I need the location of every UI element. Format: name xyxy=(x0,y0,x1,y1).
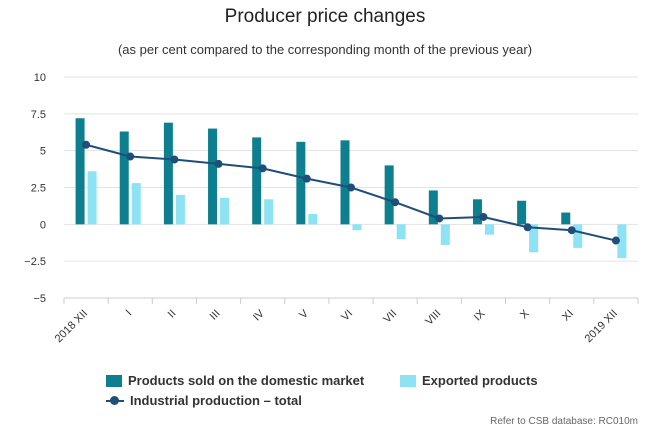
point-industrial xyxy=(391,198,399,206)
bar-domestic xyxy=(385,165,394,224)
x-tick-label: 2019 XII xyxy=(583,308,620,345)
y-tick-label: 10 xyxy=(34,72,46,84)
x-tick-label: XI xyxy=(560,308,576,324)
legend-label-exported: Exported products xyxy=(422,373,538,388)
legend-swatch-industrial xyxy=(106,395,124,407)
y-tick-label: 2.5 xyxy=(31,183,46,195)
bar-exported xyxy=(353,224,362,230)
point-industrial xyxy=(170,156,178,164)
y-tick-label: −5 xyxy=(33,293,46,305)
point-industrial xyxy=(524,223,532,231)
bar-domestic xyxy=(473,199,482,224)
y-tick-label: 0 xyxy=(40,219,46,231)
credits-text[interactable]: Refer to CSB database: RC010m xyxy=(490,416,638,427)
point-industrial xyxy=(435,214,443,222)
point-industrial xyxy=(82,141,90,149)
bar-domestic xyxy=(341,140,350,224)
bar-domestic xyxy=(296,142,305,225)
bar-exported xyxy=(441,224,450,245)
y-tick-label: −2.5 xyxy=(24,256,46,268)
point-industrial xyxy=(215,160,223,168)
legend-swatch-domestic xyxy=(106,375,122,387)
chart-plot: −5−2.502.557.5102018 XII I II III IV V VI VII VI… xyxy=(0,0,650,433)
point-industrial xyxy=(259,164,267,172)
bar-exported xyxy=(485,224,494,234)
bar-domestic xyxy=(517,201,526,225)
legend-swatch-exported xyxy=(400,375,416,387)
bar-exported xyxy=(88,171,97,224)
bar-exported xyxy=(176,195,185,224)
x-tick-label: IV xyxy=(251,307,267,323)
bar-exported xyxy=(308,214,317,224)
point-industrial xyxy=(479,213,487,221)
x-tick-label: VII xyxy=(381,308,399,326)
legend-item-exported[interactable]: Exported products xyxy=(400,373,538,388)
x-tick-label: V xyxy=(297,307,311,321)
x-tick-label: IX xyxy=(472,307,488,323)
bar-domestic xyxy=(561,213,570,225)
point-industrial xyxy=(568,226,576,234)
point-industrial xyxy=(347,184,355,192)
point-industrial xyxy=(303,175,311,183)
legend-label-industrial: Industrial production – total xyxy=(130,393,302,408)
bar-domestic xyxy=(252,137,261,224)
bar-domestic xyxy=(76,118,85,224)
x-tick-label: II xyxy=(166,308,179,321)
bar-domestic xyxy=(164,123,173,225)
x-tick-label: X xyxy=(518,307,532,321)
x-tick-label: I xyxy=(124,308,135,319)
bar-domestic xyxy=(208,129,217,225)
legend-label-domestic: Products sold on the domestic market xyxy=(128,373,364,388)
y-tick-label: 5 xyxy=(40,146,46,158)
bar-exported xyxy=(397,224,406,239)
x-tick-label: VIII xyxy=(423,308,443,328)
bar-exported xyxy=(264,199,273,224)
bar-exported xyxy=(220,198,229,225)
point-industrial xyxy=(612,237,620,245)
point-industrial xyxy=(126,153,134,161)
x-tick-label: 2018 XII xyxy=(53,308,90,345)
x-tick-label: VI xyxy=(339,308,355,324)
x-tick-label: III xyxy=(208,308,223,323)
legend-item-domestic[interactable]: Products sold on the domestic market xyxy=(106,373,364,388)
y-tick-label: 7.5 xyxy=(31,109,46,121)
bar-exported xyxy=(132,183,141,224)
legend-item-industrial[interactable]: Industrial production – total xyxy=(106,393,302,408)
bar-domestic xyxy=(120,132,129,225)
